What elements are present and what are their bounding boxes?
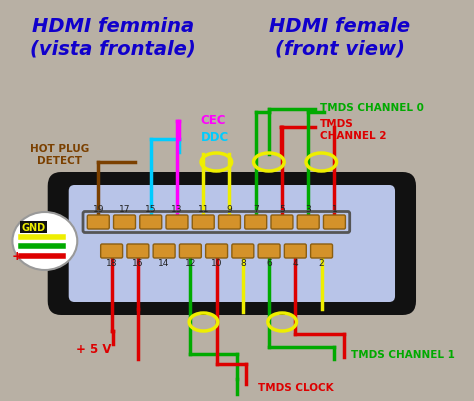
FancyBboxPatch shape — [153, 244, 175, 258]
Text: 16: 16 — [132, 259, 144, 268]
Text: 8: 8 — [240, 259, 246, 268]
Text: HDMI femmina
(vista frontale): HDMI femmina (vista frontale) — [30, 18, 195, 59]
Text: 7: 7 — [253, 205, 259, 214]
Text: 1: 1 — [331, 205, 337, 214]
Text: 2: 2 — [319, 259, 324, 268]
Text: TMDS CLOCK: TMDS CLOCK — [258, 382, 333, 392]
FancyBboxPatch shape — [206, 244, 228, 258]
FancyBboxPatch shape — [69, 186, 395, 302]
Ellipse shape — [12, 213, 77, 270]
FancyBboxPatch shape — [219, 215, 240, 229]
FancyBboxPatch shape — [284, 244, 306, 258]
Text: 11: 11 — [198, 205, 209, 214]
FancyBboxPatch shape — [166, 215, 188, 229]
FancyBboxPatch shape — [258, 244, 280, 258]
FancyBboxPatch shape — [48, 172, 416, 315]
FancyBboxPatch shape — [140, 215, 162, 229]
FancyBboxPatch shape — [310, 244, 333, 258]
Text: 18: 18 — [106, 259, 118, 268]
Text: 6: 6 — [266, 259, 272, 268]
FancyBboxPatch shape — [245, 215, 267, 229]
Text: HDMI female
(front view): HDMI female (front view) — [269, 18, 410, 59]
Text: 4: 4 — [292, 259, 298, 268]
Text: TMDS
CHANNEL 2: TMDS CHANNEL 2 — [319, 119, 386, 140]
Text: + 5 V: + 5 V — [76, 342, 112, 356]
FancyBboxPatch shape — [179, 244, 201, 258]
FancyBboxPatch shape — [192, 215, 214, 229]
Text: 19: 19 — [92, 205, 104, 214]
Text: CEC: CEC — [201, 113, 226, 126]
Text: 10: 10 — [211, 259, 222, 268]
Text: TMDS CHANNEL 1: TMDS CHANNEL 1 — [351, 349, 455, 359]
Text: 3: 3 — [305, 205, 311, 214]
Text: 5: 5 — [279, 205, 285, 214]
FancyBboxPatch shape — [232, 244, 254, 258]
Text: 12: 12 — [185, 259, 196, 268]
Text: HOT PLUG
DETECT: HOT PLUG DETECT — [29, 144, 89, 165]
FancyBboxPatch shape — [271, 215, 293, 229]
Text: DDC: DDC — [201, 131, 228, 144]
Text: TMDS CHANNEL 0: TMDS CHANNEL 0 — [319, 103, 424, 113]
Text: 15: 15 — [145, 205, 156, 214]
Text: 9: 9 — [227, 205, 232, 214]
FancyBboxPatch shape — [323, 215, 346, 229]
Text: 17: 17 — [119, 205, 130, 214]
FancyBboxPatch shape — [100, 244, 123, 258]
Text: 13: 13 — [171, 205, 183, 214]
FancyBboxPatch shape — [297, 215, 319, 229]
Text: GND: GND — [21, 223, 46, 233]
FancyBboxPatch shape — [114, 215, 136, 229]
Text: 14: 14 — [158, 259, 170, 268]
FancyBboxPatch shape — [127, 244, 149, 258]
Text: +: + — [12, 250, 22, 263]
FancyBboxPatch shape — [87, 215, 109, 229]
